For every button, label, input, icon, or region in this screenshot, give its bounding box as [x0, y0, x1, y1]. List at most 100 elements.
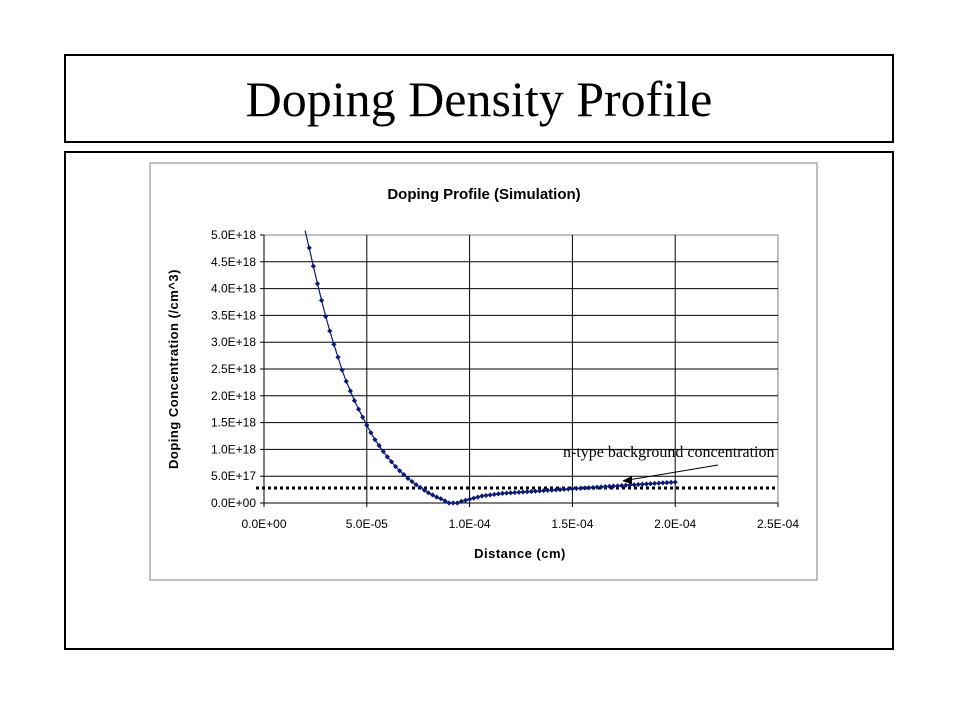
data-point	[314, 281, 321, 287]
data-point	[380, 448, 386, 455]
y-tick-label: 3.5E+18	[211, 308, 256, 322]
data-point	[429, 492, 436, 498]
grid-lines	[260, 234, 779, 507]
data-point	[471, 495, 477, 501]
data-point	[487, 492, 493, 498]
data-point	[606, 483, 613, 489]
y-tick-label: 0.0E+00	[211, 496, 256, 510]
y-tick-label: 3.0E+18	[211, 335, 256, 349]
data-point	[516, 489, 522, 495]
annotation-text: n-type background concentration	[563, 444, 774, 461]
data-point	[327, 328, 333, 334]
data-point	[561, 486, 567, 492]
x-tick-labels: 0.0E+00 5.0E-05 1.0E-04 1.5E-04 2.0E-04 2.5E-…	[241, 517, 799, 531]
data-point	[388, 459, 395, 465]
data-point	[331, 341, 337, 347]
series-group	[304, 230, 678, 506]
data-point	[360, 414, 366, 420]
data-point	[499, 490, 506, 496]
data-point	[351, 398, 358, 404]
y-tick-label: 2.0E+18	[211, 389, 256, 403]
data-point	[508, 490, 514, 496]
data-point	[413, 482, 419, 488]
y-tick-label: 4.5E+18	[211, 255, 256, 269]
data-point	[372, 437, 378, 443]
x-tick-label: 2.5E-04	[757, 517, 799, 531]
data-point	[639, 481, 645, 487]
slide-title: Doping Density Profile	[245, 70, 713, 127]
data-point	[528, 488, 534, 495]
x-axis-title: Distance (cm)	[474, 546, 566, 561]
data-point	[425, 490, 432, 496]
data-point	[545, 487, 551, 494]
data-point	[610, 483, 617, 489]
data-point	[643, 481, 650, 487]
data-point	[652, 480, 658, 487]
data-point	[442, 498, 448, 504]
data-point	[549, 487, 555, 493]
data-point	[462, 497, 469, 503]
data-point	[615, 483, 621, 489]
data-point	[557, 487, 563, 493]
data-point	[454, 500, 460, 506]
data-point	[376, 443, 382, 449]
data-point	[405, 475, 411, 481]
data-point	[660, 480, 666, 486]
data-point	[524, 489, 530, 495]
data-point	[491, 491, 497, 498]
x-tick-label: 1.5E-04	[551, 517, 593, 531]
x-tick-label: 0.0E+00	[241, 517, 286, 531]
data-point	[656, 480, 662, 486]
data-point	[569, 486, 575, 492]
y-tick-labels: 0.0E+00 5.0E+17 1.0E+18 1.5E+18 2.0E+18 2.5E+…	[211, 228, 256, 510]
x-tick-label: 2.0E-04	[654, 517, 696, 531]
data-point	[323, 313, 329, 320]
data-point	[594, 484, 600, 490]
data-point	[602, 484, 608, 490]
data-point	[578, 485, 584, 491]
data-point	[553, 487, 559, 493]
data-point	[619, 482, 625, 489]
annotation-arrow-head	[622, 476, 632, 484]
data-point	[590, 484, 596, 491]
data-point	[421, 487, 427, 493]
data-point	[631, 482, 637, 488]
data-point	[392, 463, 399, 470]
data-point	[347, 388, 353, 394]
data-point	[458, 498, 464, 504]
slide-title-box: Doping Density Profile	[64, 54, 894, 143]
data-point	[541, 488, 547, 494]
y-tick-label: 1.0E+18	[211, 442, 256, 456]
data-point	[520, 489, 526, 495]
y-tick-label: 4.0E+18	[211, 282, 256, 296]
data-point	[467, 496, 473, 502]
data-point	[495, 491, 501, 497]
data-point	[318, 297, 325, 303]
data-point	[672, 479, 678, 485]
data-point	[438, 496, 444, 502]
data-point	[335, 354, 341, 360]
data-point	[368, 430, 374, 436]
data-point	[565, 486, 571, 492]
data-point	[450, 500, 456, 506]
data-point	[668, 479, 674, 485]
data-point	[512, 489, 518, 496]
y-axis-title: Doping Concentration (/cm^3)	[166, 269, 181, 469]
data-point	[504, 490, 510, 496]
data-point	[339, 367, 345, 373]
data-point	[409, 478, 415, 485]
data-point	[586, 485, 592, 491]
data-point	[355, 406, 362, 412]
data-point	[647, 481, 654, 487]
chart-title: Doping Profile (Simulation)	[387, 186, 580, 203]
data-point	[310, 263, 316, 269]
annotation-arrow-line	[627, 464, 719, 481]
data-point	[536, 488, 543, 494]
x-tick-label: 5.0E-05	[346, 517, 388, 531]
data-point	[446, 500, 452, 506]
data-point	[384, 454, 390, 460]
data-point	[483, 492, 489, 499]
data-point	[664, 480, 670, 486]
data-point	[343, 378, 349, 384]
